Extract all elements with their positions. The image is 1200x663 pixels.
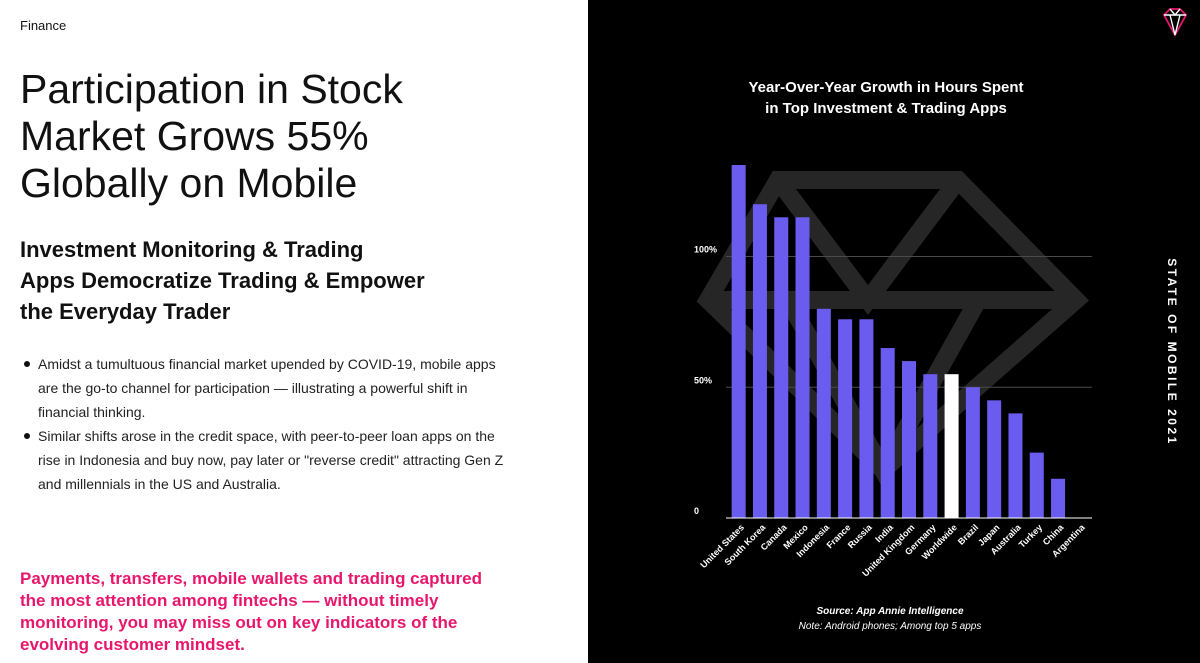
bullet-item: Similar shifts arose in the credit space… bbox=[22, 424, 512, 496]
chart-note: Note: Android phones; Among top 5 apps bbox=[799, 621, 982, 632]
bar-brazil bbox=[965, 387, 980, 518]
page-title-line: Globally on Mobile bbox=[20, 160, 358, 206]
y-tick-label: 0 bbox=[694, 506, 699, 516]
diamond-logo-icon bbox=[1162, 8, 1188, 37]
bar-indonesia bbox=[816, 308, 831, 518]
bar-turkey bbox=[1029, 452, 1044, 518]
bar-japan bbox=[987, 400, 1002, 518]
y-tick-label: 50% bbox=[694, 375, 712, 385]
bar-mexico bbox=[795, 217, 810, 518]
subheading-line: Investment Monitoring & Trading bbox=[20, 237, 364, 262]
x-category-label: Brazil bbox=[956, 522, 980, 546]
bullet-item: Amidst a tumultuous financial market upe… bbox=[22, 352, 512, 424]
callout-text: Payments, transfers, mobile wallets and … bbox=[20, 569, 482, 654]
page-title-line: Participation in Stock bbox=[20, 66, 403, 112]
subheading-line: the Everyday Trader bbox=[20, 299, 231, 324]
bar-france bbox=[838, 319, 853, 518]
y-tick-labels: 0 50% 100% bbox=[694, 245, 717, 516]
text-panel: Finance Participation in Stock Market Gr… bbox=[0, 0, 588, 663]
chart-source: Source: App Annie Intelligence bbox=[816, 606, 963, 617]
bar-india bbox=[880, 348, 895, 518]
bullet-list: Amidst a tumultuous financial market upe… bbox=[22, 352, 512, 496]
bars bbox=[731, 165, 1066, 518]
bar-canada bbox=[774, 217, 789, 518]
section-label: Finance bbox=[20, 18, 67, 33]
bar-worldwide bbox=[944, 374, 959, 518]
bar-russia bbox=[859, 319, 874, 518]
x-category-label: Russia bbox=[846, 522, 875, 551]
bar-south-korea bbox=[752, 204, 767, 518]
bar-united-kingdom bbox=[902, 361, 916, 518]
subheading-line: Apps Democratize Trading & Empower bbox=[20, 268, 425, 293]
y-tick-label: 100% bbox=[694, 245, 717, 255]
bar-australia bbox=[1008, 413, 1023, 518]
x-category-label: Turkey bbox=[1017, 522, 1044, 549]
bar-united-states bbox=[731, 165, 746, 518]
chart-title-line: in Top Investment & Trading Apps bbox=[765, 100, 1007, 117]
bar-china bbox=[1051, 478, 1066, 518]
page-title: Participation in Stock Market Grows 55% … bbox=[20, 66, 560, 207]
chart-panel bbox=[588, 0, 1200, 663]
page-title-line: Market Grows 55% bbox=[20, 113, 369, 159]
chart-title-line: Year-Over-Year Growth in Hours Spent bbox=[748, 79, 1023, 96]
subheading: Investment Monitoring & Trading Apps Dem… bbox=[20, 234, 490, 327]
bar-germany bbox=[923, 374, 938, 518]
